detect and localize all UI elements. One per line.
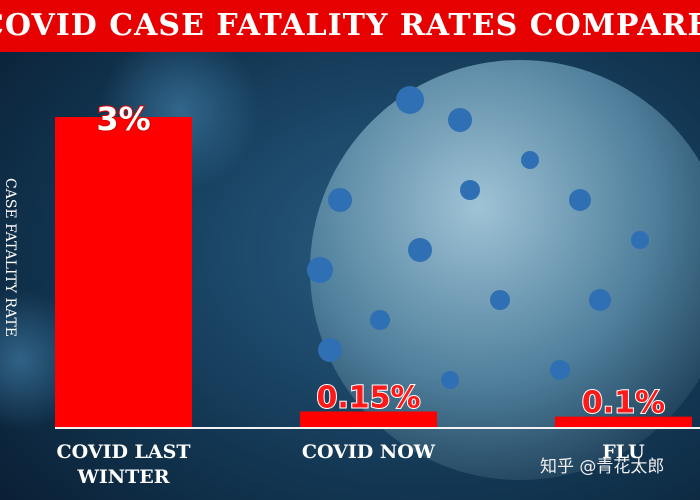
virus bbox=[310, 60, 700, 480]
x-tick-label: COVID NOW bbox=[301, 441, 436, 463]
title-band bbox=[0, 0, 700, 52]
value-label: 3% bbox=[96, 100, 150, 138]
x-tick-label: FLU bbox=[602, 441, 645, 463]
bar bbox=[300, 411, 437, 427]
value-label: 0.1% bbox=[582, 386, 665, 421]
chart-title: COVID CASE FATALITY RATES COMPARED TO FL… bbox=[0, 8, 700, 43]
y-axis-label: CASE FATALITY RATE bbox=[2, 178, 18, 337]
virus-spikes bbox=[307, 86, 649, 389]
bar bbox=[555, 416, 692, 427]
watermark: 知乎 @青花太郎 bbox=[540, 457, 665, 477]
value-label: 0.15% bbox=[316, 381, 420, 416]
bar bbox=[55, 117, 192, 427]
x-tick-label: COVID LAST WINTER bbox=[56, 441, 191, 488]
